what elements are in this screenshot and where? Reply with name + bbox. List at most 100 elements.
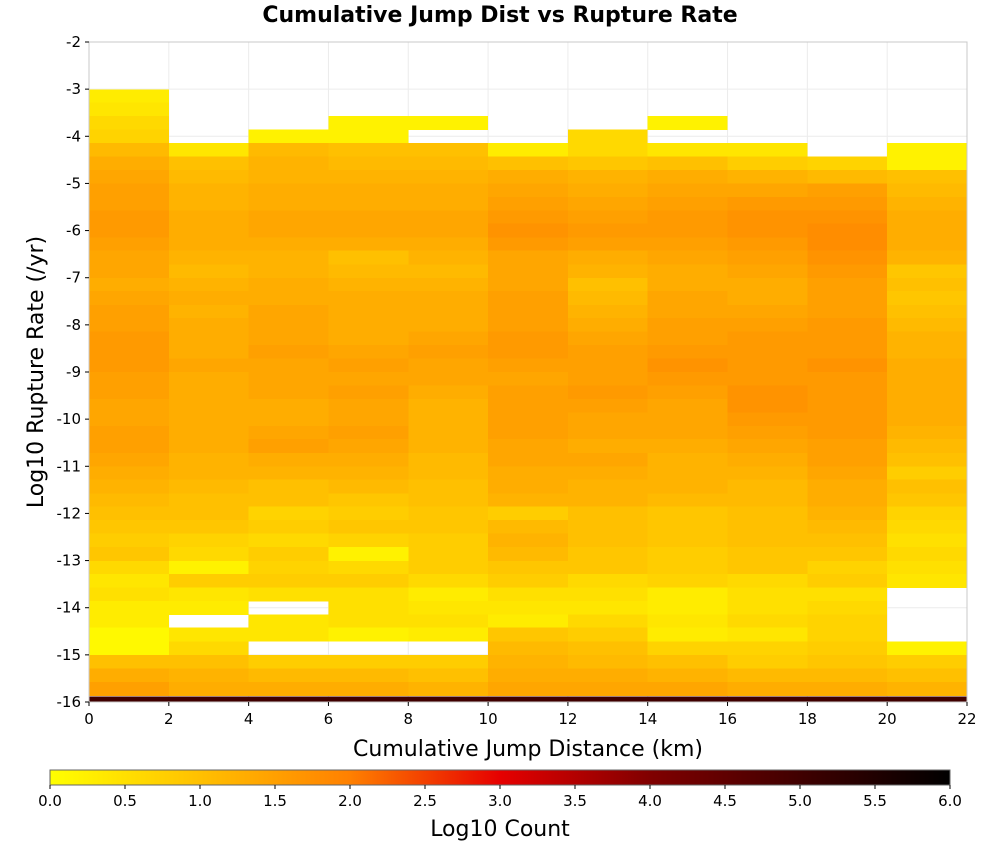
x-tick-label: 10 — [479, 710, 498, 728]
heatmap-cell — [168, 399, 249, 414]
heatmap-cell — [408, 452, 489, 467]
heatmap-cell — [248, 506, 329, 521]
heatmap-cell — [488, 560, 568, 575]
heatmap-cell — [807, 655, 888, 670]
heatmap-cell — [488, 250, 568, 265]
heatmap-cell — [408, 223, 489, 238]
heatmap-cell — [807, 533, 888, 548]
heatmap-cell — [328, 573, 409, 588]
heatmap-cell — [807, 425, 888, 440]
heatmap-cell — [727, 169, 808, 184]
heatmap-cell — [727, 533, 808, 548]
heatmap-cell — [328, 439, 409, 454]
heatmap-cell — [647, 196, 728, 211]
heatmap-cell — [89, 493, 169, 508]
heatmap-cell — [168, 452, 249, 467]
colorbar-label: Log10 Count — [430, 817, 570, 842]
heatmap-cell — [328, 493, 409, 508]
heatmap-cell — [89, 506, 169, 521]
heatmap-cell — [647, 385, 728, 400]
heatmap-cell — [328, 681, 409, 696]
heatmap-cell — [168, 533, 249, 548]
heatmap-cell — [807, 573, 888, 588]
heatmap-cell — [168, 358, 249, 373]
heatmap-cell — [408, 372, 489, 387]
heatmap-cell — [248, 358, 329, 373]
heatmap-cell — [567, 412, 648, 427]
heatmap-cell — [727, 587, 808, 602]
heatmap-cell — [408, 196, 489, 211]
heatmap-cell — [248, 196, 329, 211]
heatmap-cell — [488, 573, 568, 588]
heatmap-cell — [248, 533, 329, 548]
heatmap-cell — [887, 479, 967, 494]
heatmap-cell — [488, 452, 568, 467]
heatmap-cell — [488, 277, 568, 292]
heatmap-cell — [328, 520, 409, 535]
heatmap-cell — [488, 520, 568, 535]
heatmap-cell — [488, 317, 568, 332]
heatmap-cell — [727, 655, 808, 670]
heatmap-cell — [488, 196, 568, 211]
heatmap-cell — [408, 317, 489, 332]
heatmap-cell — [567, 237, 648, 252]
heatmap-cell — [89, 317, 169, 332]
heatmap-cell — [488, 641, 568, 656]
heatmap-cell — [887, 681, 967, 696]
heatmap-cell — [807, 493, 888, 508]
heatmap-cell — [248, 493, 329, 508]
heatmap-cell — [887, 196, 967, 211]
heatmap-cell — [328, 466, 409, 481]
heatmap-cell — [647, 466, 728, 481]
heatmap-cell — [408, 560, 489, 575]
heatmap-cell — [408, 385, 489, 400]
heatmap-cell — [248, 250, 329, 265]
heatmap-cell — [168, 466, 249, 481]
y-axis-ticks: -2 -3 -4 -5 -6 -7 -8 -9 -10 -11 -12 -13 -14 -15 -16 — [57, 33, 89, 711]
heatmap-cell — [807, 466, 888, 481]
heatmap-cell — [727, 291, 808, 306]
heatmap-cell — [567, 452, 648, 467]
heatmap-cell — [807, 560, 888, 575]
heatmap-cell — [408, 655, 489, 670]
heatmap-cell — [328, 533, 409, 548]
heatmap-cell — [408, 412, 489, 427]
heatmap-cell — [248, 560, 329, 575]
heatmap-cell — [887, 668, 967, 683]
heatmap-cell — [567, 143, 648, 158]
heatmap-cell — [168, 493, 249, 508]
heatmap-cell — [647, 210, 728, 225]
heatmap-cell — [887, 520, 967, 535]
heatmap-cell — [807, 547, 888, 562]
heatmap-cell — [328, 399, 409, 414]
heatmap-cell — [89, 668, 169, 683]
heatmap-cell — [408, 547, 489, 562]
heatmap-cell — [168, 237, 249, 252]
heatmap-cell — [647, 223, 728, 238]
colorbar-tick-label: 1.0 — [188, 792, 212, 810]
heatmap-cell — [248, 183, 329, 198]
heatmap-cell — [567, 439, 648, 454]
heatmap-cell — [807, 385, 888, 400]
heatmap-cell — [887, 655, 967, 670]
heatmap-cell — [727, 452, 808, 467]
heatmap-cell — [328, 668, 409, 683]
heatmap-cell — [727, 237, 808, 252]
heatmap-cell — [488, 466, 568, 481]
heatmap-cell — [727, 143, 808, 158]
heatmap-cell — [567, 196, 648, 211]
heatmap-cell — [168, 641, 249, 656]
heatmap-cell — [647, 547, 728, 562]
heatmap-cell — [168, 291, 249, 306]
heatmap-cell — [89, 614, 169, 629]
heatmap-cell — [567, 372, 648, 387]
heatmap-cell — [887, 425, 967, 440]
heatmap-cell — [328, 560, 409, 575]
heatmap-cell — [488, 614, 568, 629]
heatmap-cell — [408, 681, 489, 696]
x-tick-label: 8 — [403, 710, 413, 728]
heatmap-cell — [807, 506, 888, 521]
heatmap-cell — [807, 156, 888, 171]
heatmap-cell — [168, 385, 249, 400]
